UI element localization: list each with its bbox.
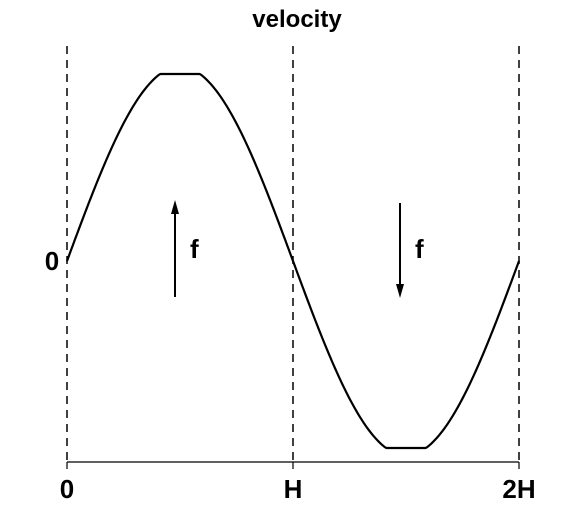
x-tick-label-0: 0 [60,474,74,504]
velocity-curve [65,72,521,450]
force-label-down: f [415,234,424,264]
x-tick-label-h: H [284,474,303,504]
diagram-title: velocity [252,6,342,33]
force-label-up: f [190,234,199,264]
x-tick-label-2h: 2H [502,474,535,504]
force-arrowhead-down [396,284,404,298]
force-arrowhead-up [171,200,179,214]
y-zero-label: 0 [45,246,59,276]
